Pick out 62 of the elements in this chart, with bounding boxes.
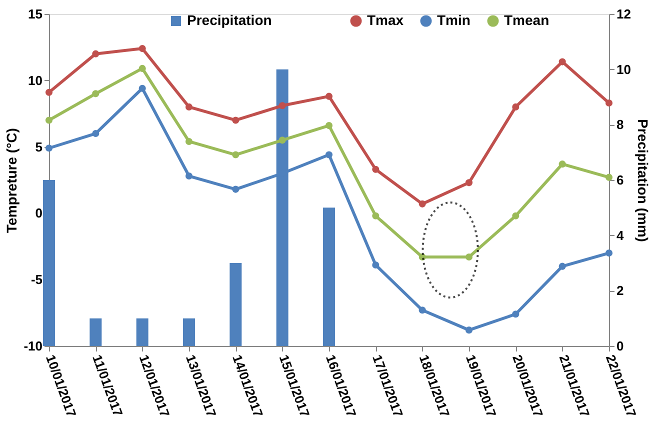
point bbox=[465, 253, 473, 261]
point bbox=[512, 103, 520, 110]
point bbox=[278, 102, 286, 110]
y2-tick-label: 4 bbox=[616, 228, 624, 243]
point bbox=[418, 306, 426, 314]
y2-tick-label: 8 bbox=[616, 117, 624, 132]
point bbox=[138, 64, 146, 72]
y-tick-label: -10 bbox=[24, 338, 42, 354]
point bbox=[325, 151, 333, 158]
bar bbox=[136, 318, 148, 346]
legend-label: Tmean bbox=[504, 12, 550, 28]
y-axis-title: Tempreture (°C) bbox=[4, 128, 20, 233]
point bbox=[605, 250, 613, 257]
y2-tick-label: 12 bbox=[616, 6, 631, 22]
y-tick-label: -5 bbox=[30, 272, 42, 288]
y-tick-label: 10 bbox=[28, 72, 42, 88]
y2-tick-label: 6 bbox=[616, 172, 624, 188]
point bbox=[92, 90, 100, 98]
point bbox=[605, 174, 613, 181]
point bbox=[372, 166, 380, 173]
point bbox=[558, 262, 566, 270]
point bbox=[512, 212, 520, 220]
bar bbox=[323, 208, 335, 346]
point bbox=[92, 130, 100, 138]
point bbox=[232, 151, 240, 158]
legend-label: Tmax bbox=[367, 12, 404, 28]
y2-tick-label: 0 bbox=[616, 338, 624, 354]
point bbox=[372, 261, 380, 269]
y2-tick-label: 2 bbox=[616, 283, 624, 298]
point bbox=[325, 122, 333, 130]
point bbox=[372, 212, 380, 220]
point bbox=[45, 116, 53, 124]
y2-axis-title: Precipitation (mm) bbox=[634, 119, 651, 242]
point bbox=[92, 50, 100, 58]
point bbox=[465, 179, 473, 186]
point bbox=[278, 136, 286, 144]
point bbox=[45, 88, 53, 96]
bar bbox=[90, 318, 102, 346]
bar bbox=[183, 318, 195, 346]
point bbox=[138, 84, 146, 92]
point bbox=[185, 138, 193, 146]
point bbox=[418, 200, 426, 208]
point bbox=[512, 310, 520, 318]
y-tick-label: 0 bbox=[35, 206, 42, 221]
legend-label: Precipitation bbox=[187, 12, 272, 28]
y2-tick-label: 10 bbox=[616, 62, 631, 77]
y-tick-label: 5 bbox=[35, 139, 42, 154]
point bbox=[185, 172, 193, 180]
point bbox=[558, 160, 566, 168]
point bbox=[558, 58, 566, 66]
point bbox=[325, 92, 333, 100]
point bbox=[465, 326, 473, 334]
point bbox=[605, 99, 613, 107]
point bbox=[45, 144, 53, 152]
point bbox=[232, 186, 240, 193]
bar bbox=[43, 180, 55, 346]
legend-label: Tmin bbox=[437, 12, 470, 28]
point bbox=[138, 45, 146, 52]
point bbox=[232, 116, 240, 124]
y-tick-label: 15 bbox=[28, 6, 42, 22]
point bbox=[185, 103, 193, 110]
bar bbox=[230, 263, 242, 346]
